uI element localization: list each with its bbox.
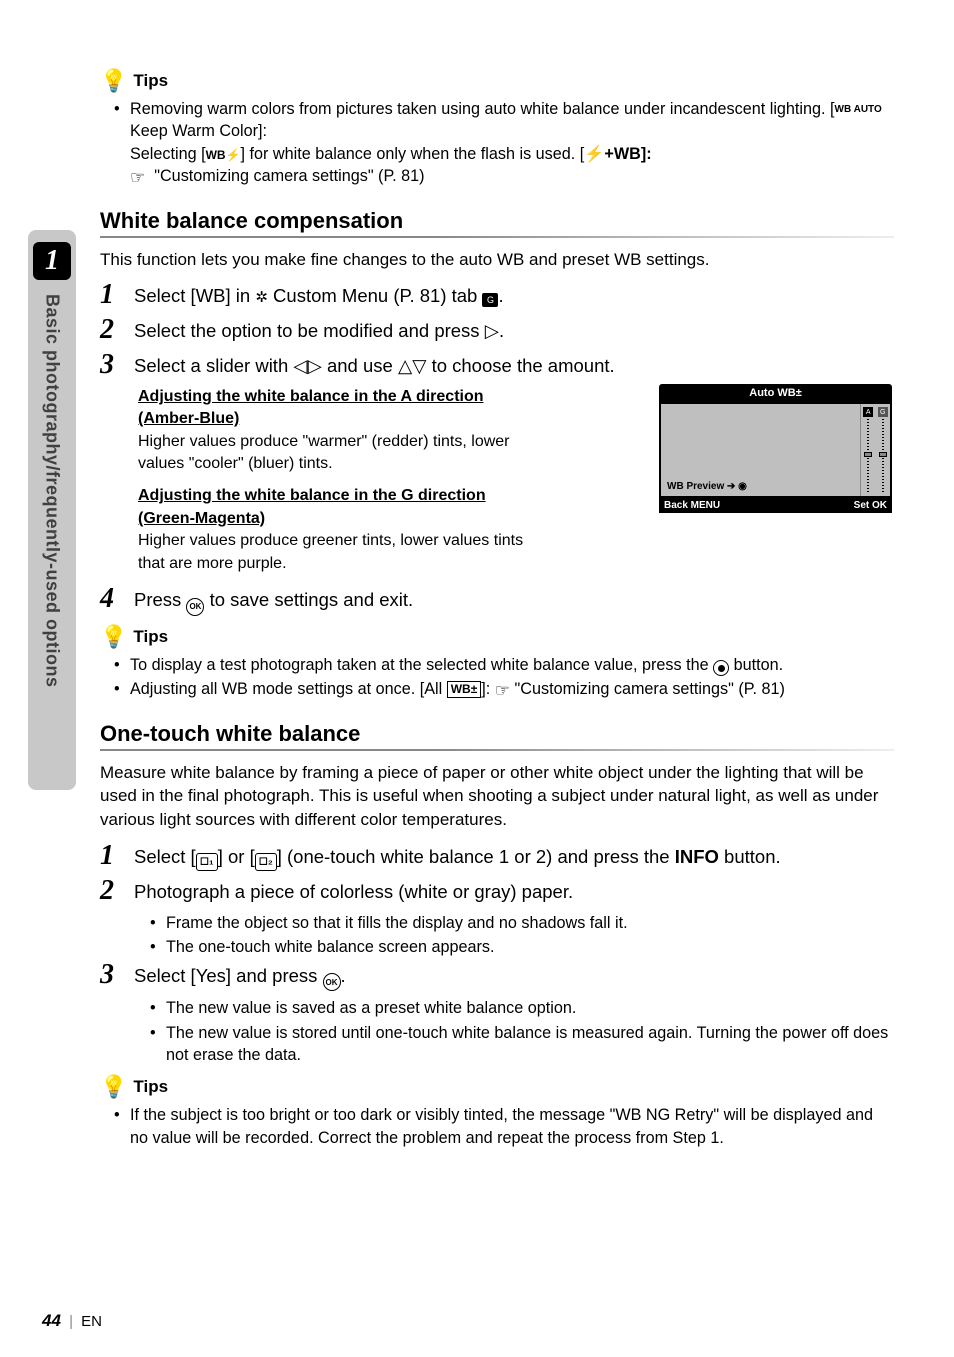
info-button: INFO [675, 846, 719, 867]
ok-button-icon: OK [323, 973, 341, 991]
preview-main: WB Preview ➔ ◉ [661, 404, 860, 496]
tips2-item2: Adjusting all WB mode settings at once. … [114, 678, 894, 702]
preview-footer: Back MENU Set OK [659, 498, 892, 513]
tips3-item: If the subject is too bright or too dark… [114, 1104, 894, 1149]
preview-label: WB Preview ➔ ◉ [667, 481, 747, 492]
wb-comp-intro: This function lets you make fine changes… [100, 248, 894, 272]
preview-sliders: A G [860, 404, 890, 496]
bullet: The new value is saved as a preset white… [150, 997, 894, 1019]
ot-step-3: 3 Select [Yes] and press OK. [100, 961, 894, 992]
tips-label: Tips [133, 71, 168, 91]
step-number: 1 [100, 281, 122, 310]
tips-heading: 💡 Tips [100, 626, 894, 648]
wb-auto-icon: WB AUTO [835, 104, 882, 115]
pointer-icon: ☞ [495, 681, 510, 700]
sub-heading-amber: Adjusting the white balance in the A dir… [138, 386, 540, 431]
right-arrow-icon: ▷ [485, 320, 499, 341]
step-4: 4 Press OK to save settings and exit. [100, 585, 894, 616]
page-lang: EN [81, 1313, 102, 1330]
ot-step-1: 1 Select [◻₁] or [◻₂] (one-touch white b… [100, 842, 894, 871]
up-down-arrow-icon: △▽ [398, 355, 426, 376]
page-footer: 44 | EN [42, 1311, 102, 1331]
step-number: 3 [100, 961, 122, 992]
slider-knob [864, 452, 872, 457]
sub-p-amber: Higher values produce "warmer" (redder) … [138, 431, 540, 476]
onetouch2-icon: ◻₂ [255, 853, 277, 871]
wb-preview-screenshot: Auto WB± WB Preview ➔ ◉ A G Back MENU Se… [659, 384, 892, 513]
step-number: 2 [100, 316, 122, 345]
tab-g-icon: G [482, 293, 498, 307]
slider-g-label: G [878, 407, 888, 417]
wb-adjust-icon: WB± [447, 681, 482, 697]
preview-body: WB Preview ➔ ◉ A G [659, 402, 892, 498]
tips-heading: 💡 Tips [100, 1076, 894, 1098]
slider-knob [879, 452, 887, 457]
sub-p-green: Higher values produce greener tints, low… [138, 530, 540, 575]
bulb-icon: 💡 [100, 1076, 127, 1098]
onetouch1-icon: ◻₁ [196, 853, 218, 871]
step-number: 1 [100, 842, 122, 871]
ot-step3-bullets: The new value is saved as a preset white… [100, 997, 894, 1066]
slider-g: G [876, 404, 891, 496]
preview-set: Set OK [854, 500, 887, 511]
tips1-item: Removing warm colors from pictures taken… [114, 98, 894, 190]
bullet: Frame the object so that it fills the di… [150, 912, 894, 934]
sub-heading-green: Adjusting the white balance in the G dir… [138, 485, 540, 530]
step-number: 4 [100, 585, 122, 616]
tips-label: Tips [133, 1077, 168, 1097]
tips2-item1: To display a test photograph taken at th… [114, 654, 894, 677]
gear-icon: ✲ [255, 289, 268, 306]
bulb-icon: 💡 [100, 70, 127, 92]
tips-label: Tips [133, 627, 168, 647]
step-number: 2 [100, 877, 122, 906]
tips3-list: If the subject is too bright or too dark… [100, 1104, 894, 1149]
page-number: 44 [42, 1311, 61, 1330]
pointer-icon: ☞ [130, 168, 145, 187]
one-touch-intro: Measure white balance by framing a piece… [100, 761, 894, 832]
preview-back: Back MENU [664, 500, 720, 511]
step-number: 3 [100, 351, 122, 380]
preview-title: Auto WB± [659, 384, 892, 402]
tips-heading: 💡 Tips [100, 70, 894, 92]
tips2-list: To display a test photograph taken at th… [100, 654, 894, 703]
wb-compensation-heading: White balance compensation [100, 208, 894, 238]
record-button-icon [713, 660, 729, 676]
left-right-arrow-icon: ◁▷ [293, 355, 321, 376]
bullet: The one-touch white balance screen appea… [150, 936, 894, 958]
tips1-list: Removing warm colors from pictures taken… [100, 98, 894, 190]
step3-sub: Adjusting the white balance in the A dir… [100, 386, 540, 575]
wb-flash-icon: WB⚡ [206, 148, 241, 162]
bulb-icon: 💡 [100, 626, 127, 648]
bullet: The new value is stored until one-touch … [150, 1022, 894, 1067]
ot-step-2: 2 Photograph a piece of colorless (white… [100, 877, 894, 906]
ok-button-icon: OK [186, 598, 204, 616]
page-content: 💡 Tips Removing warm colors from picture… [0, 0, 954, 1181]
step-1: 1 Select [WB] in ✲ Custom Menu (P. 81) t… [100, 281, 894, 310]
slider-a: A [861, 404, 876, 496]
slider-a-label: A [863, 407, 873, 417]
step-2: 2 Select the option to be modified and p… [100, 316, 894, 345]
ot-step2-bullets: Frame the object so that it fills the di… [100, 912, 894, 959]
step-3: 3 Select a slider with ◁▷ and use △▽ to … [100, 351, 894, 380]
one-touch-heading: One-touch white balance [100, 721, 894, 751]
